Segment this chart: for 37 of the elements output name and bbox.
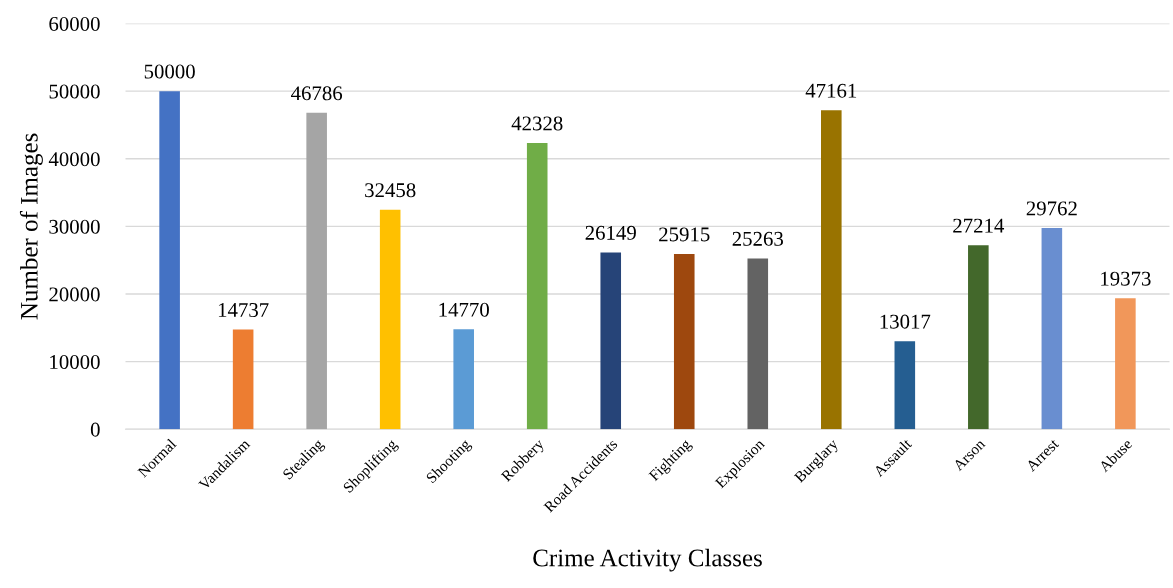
bar xyxy=(600,252,622,430)
y-axis-title: Number of Images xyxy=(19,133,43,320)
bar xyxy=(1115,298,1136,430)
bar xyxy=(821,110,842,430)
y-tick-label: 10000 xyxy=(50,354,100,370)
data-label: 19373 xyxy=(1101,271,1151,286)
bar xyxy=(1041,227,1063,430)
x-axis-title: Crime Activity Classes xyxy=(533,548,762,572)
data-label: 27214 xyxy=(953,218,1005,233)
data-label: 26149 xyxy=(585,225,636,240)
data-label: 29762 xyxy=(1026,201,1077,216)
bar xyxy=(232,329,254,430)
y-tick-label: 60000 xyxy=(49,16,100,31)
bar xyxy=(453,329,474,430)
data-label: 32458 xyxy=(365,183,416,198)
bar xyxy=(379,209,401,430)
y-tick-label: 50000 xyxy=(49,84,100,99)
y-tick-label: 0 xyxy=(90,422,100,437)
y-tick-label: 40000 xyxy=(48,152,100,167)
data-label: 14770 xyxy=(439,302,489,317)
data-label: 14737 xyxy=(218,303,269,318)
data-label: 25915 xyxy=(659,227,710,242)
y-tick-label: 20000 xyxy=(49,287,100,302)
data-label: 25263 xyxy=(732,231,783,246)
bar xyxy=(306,112,327,430)
data-label: 50000 xyxy=(144,64,195,79)
bar xyxy=(673,254,695,430)
data-label: 13017 xyxy=(880,314,931,329)
bar xyxy=(968,245,989,430)
data-label: 47161 xyxy=(805,83,857,98)
bar xyxy=(159,91,180,430)
bar xyxy=(526,143,548,430)
bar xyxy=(747,258,769,430)
y-tick-label: 30000 xyxy=(49,219,100,234)
data-label: 46786 xyxy=(291,86,343,101)
data-label: 42328 xyxy=(511,116,563,131)
bar xyxy=(894,341,916,430)
